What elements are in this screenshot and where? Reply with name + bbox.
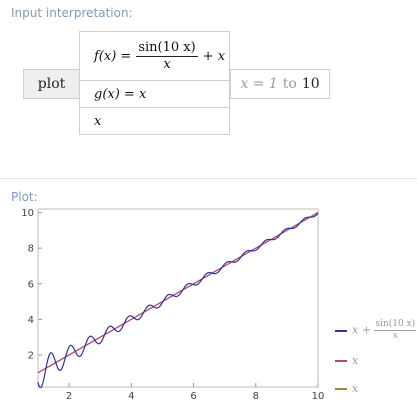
third-expression: x <box>94 113 102 129</box>
range-end: 10 <box>301 76 320 92</box>
legend-swatch-1 <box>335 329 347 332</box>
f-lhs: f(x) = <box>94 48 132 64</box>
range-to: to <box>282 76 297 92</box>
x-tick-label-3: 6 <box>190 391 196 402</box>
plot-chart: 2 4 6 8 10 2 4 6 8 10 <box>21 208 325 402</box>
plot-frame <box>37 208 319 388</box>
input-interpretation-title: Input interpretation: <box>11 6 133 20</box>
range-start: x = 1 <box>240 76 278 92</box>
legend-item-2: x <box>335 354 358 367</box>
legend-prefix-1: x + <box>352 323 371 337</box>
series-line-2 <box>37 212 319 374</box>
legend-swatch-3 <box>335 388 347 390</box>
pod-separator <box>0 178 417 179</box>
legend-label-2: x <box>352 354 359 367</box>
y-tick-label-1: 2 <box>28 350 34 361</box>
plot-title: Plot: <box>11 190 38 204</box>
f-numerator: sin(10 x) <box>136 39 198 57</box>
legend-label-3: x <box>352 382 359 395</box>
legend-item-3: x <box>335 382 358 395</box>
y-tick-label-3: 6 <box>28 279 34 290</box>
legend-swatch-2 <box>335 360 347 362</box>
third-expression-row: x <box>79 107 230 135</box>
range-box: x = 1 to 10 <box>230 69 330 99</box>
legend-item-1: x + sin(10 x) x <box>335 319 417 342</box>
x-tick-label-2: 4 <box>128 391 134 402</box>
y-tick-label-2: 4 <box>28 315 34 326</box>
f-denominator: x <box>163 56 171 72</box>
f-fraction: sin(10 x) x <box>136 39 198 73</box>
y-tick-label-5: 10 <box>21 208 34 219</box>
input-interpretation-table: f(x) = sin(10 x) x + x g(x) = x x <box>79 31 230 135</box>
command-label: plot <box>23 69 80 99</box>
legend-fraction-1: sin(10 x) x <box>374 319 417 342</box>
g-definition-row: g(x) = x <box>79 80 230 108</box>
legend-numerator-1: sin(10 x) <box>374 319 417 331</box>
x-tick-label-5: 10 <box>312 391 325 402</box>
f-plus-x: + x <box>202 48 226 64</box>
g-definition: g(x) = x <box>94 86 147 102</box>
series-line-1 <box>37 213 319 389</box>
legend-denominator-1: x <box>392 331 398 341</box>
f-definition-row: f(x) = sin(10 x) x + x <box>79 31 230 81</box>
y-tick-label-4: 8 <box>28 244 34 255</box>
x-tick-label-4: 8 <box>253 391 259 402</box>
x-tick-label-1: 2 <box>66 391 72 402</box>
